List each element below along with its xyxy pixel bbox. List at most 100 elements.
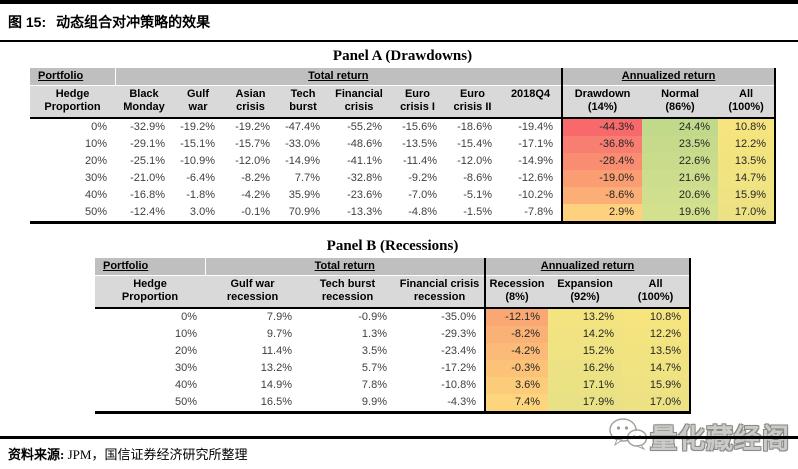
cell: -7.0% — [390, 187, 445, 204]
cell: -7.8% — [500, 204, 563, 224]
cell: 7.7% — [278, 170, 328, 187]
cell: -36.8% — [561, 136, 643, 153]
cell: -8.6% — [445, 170, 500, 187]
cell: -13.5% — [390, 136, 445, 153]
cell: 15.9% — [718, 187, 777, 204]
cell: -17.2% — [395, 360, 486, 377]
cell: -12.1% — [484, 308, 549, 326]
figure-label: 图 15: — [8, 14, 47, 30]
cell: 50% — [30, 204, 115, 224]
table-row: 20% 11.4% 3.5% -23.4% -4.2% 15.2% 13.5% — [95, 343, 692, 360]
cell: -21.0% — [115, 170, 173, 187]
cell: -15.1% — [173, 136, 223, 153]
cell: -8.2% — [484, 326, 549, 343]
cell: -47.4% — [278, 118, 328, 136]
group-header-total-return: Total return — [115, 68, 563, 86]
cell: -55.2% — [328, 118, 390, 136]
cell: 5.7% — [300, 360, 395, 377]
panel-b: Panel B (Recessions) Portfolio Total ret… — [95, 238, 692, 414]
panel-a-table: Portfolio Total return Annualized return… — [30, 68, 777, 224]
cell: -23.6% — [328, 187, 390, 204]
cell: -4.8% — [390, 204, 445, 224]
col-header: Hedge Proportion — [30, 85, 115, 119]
column-header-row: Hedge Proportion Black Monday Gulf war Asia… — [30, 85, 777, 119]
group-header-portfolio: Portfolio — [95, 258, 206, 276]
cell: 20.6% — [642, 187, 719, 204]
cell: -0.9% — [300, 308, 395, 326]
cell: -12.0% — [223, 153, 278, 170]
group-header-portfolio: Portfolio — [30, 68, 116, 86]
cell: 3.6% — [484, 377, 549, 394]
col-header: Financial crisis recession — [395, 275, 486, 309]
cell: 10.8% — [718, 118, 777, 136]
panel-b-table: Portfolio Total return Annualized return… — [95, 258, 692, 414]
cell: -8.6% — [561, 187, 643, 204]
cell: 7.9% — [205, 308, 300, 326]
cell: -19.0% — [561, 170, 643, 187]
cell: -23.4% — [395, 343, 486, 360]
cell: -5.1% — [445, 187, 500, 204]
cell: -48.6% — [328, 136, 390, 153]
table-row: 10% -29.1% -15.1% -15.7% -33.0% -48.6% -… — [30, 136, 777, 153]
cell: 15.9% — [622, 377, 692, 394]
figure-title: 动态组合对冲策略的效果 — [56, 14, 211, 30]
table-row: 50% -12.4% 3.0% -0.1% 70.9% -13.3% -4.8%… — [30, 204, 777, 224]
cell: -9.2% — [390, 170, 445, 187]
col-header: All (100%) — [622, 275, 692, 309]
cell: 16.5% — [205, 394, 300, 414]
cell: 1.3% — [300, 326, 395, 343]
group-header-annualized-return: Annualized return — [484, 258, 692, 276]
cell: -15.4% — [445, 136, 500, 153]
cell: -11.4% — [390, 153, 445, 170]
col-header: Expansion (92%) — [548, 275, 623, 309]
cell: -32.9% — [115, 118, 173, 136]
col-header: Recession (8%) — [484, 275, 549, 309]
cell: 70.9% — [278, 204, 328, 224]
col-header: 2018Q4 — [500, 85, 563, 119]
group-header-row: Portfolio Total return Annualized return — [95, 258, 692, 276]
cell: -10.2% — [500, 187, 563, 204]
table-row: 20% -25.1% -10.9% -12.0% -14.9% -41.1% -… — [30, 153, 777, 170]
cell: 22.6% — [642, 153, 719, 170]
cell: 14.2% — [548, 326, 623, 343]
cell: 40% — [95, 377, 205, 394]
col-header: Black Monday — [115, 85, 173, 119]
cell: -4.2% — [484, 343, 549, 360]
group-header-annualized-return: Annualized return — [561, 68, 777, 86]
col-header: Euro crisis II — [445, 85, 500, 119]
cell: -12.0% — [445, 153, 500, 170]
cell: 17.9% — [548, 394, 623, 414]
cell: 16.2% — [548, 360, 623, 377]
cell: 14.7% — [622, 360, 692, 377]
cell: -6.4% — [173, 170, 223, 187]
cell: 24.4% — [642, 118, 719, 136]
col-header: Normal (86%) — [642, 85, 719, 119]
cell: -8.2% — [223, 170, 278, 187]
cell: 13.5% — [718, 153, 777, 170]
col-header: Tech burst — [278, 85, 328, 119]
table-row: 40% -16.8% -1.8% -4.2% 35.9% -23.6% -7.0… — [30, 187, 777, 204]
table-row: 0% 7.9% -0.9% -35.0% -12.1% 13.2% 10.8% — [95, 308, 692, 326]
cell: -1.5% — [445, 204, 500, 224]
cell: 12.2% — [718, 136, 777, 153]
group-header-total-return: Total return — [205, 258, 486, 276]
cell: 2.9% — [561, 204, 643, 224]
cell: -10.8% — [395, 377, 486, 394]
table-row: 30% 13.2% 5.7% -17.2% -0.3% 16.2% 14.7% — [95, 360, 692, 377]
cell: 23.5% — [642, 136, 719, 153]
cell: 50% — [95, 394, 205, 414]
cell: 11.4% — [205, 343, 300, 360]
table-row: 30% -21.0% -6.4% -8.2% 7.7% -32.8% -9.2%… — [30, 170, 777, 187]
figure-footer: 资料来源: JPM，国信证券经济研究所整理 — [0, 436, 798, 469]
table-row: 10% 9.7% 1.3% -29.3% -8.2% 14.2% 12.2% — [95, 326, 692, 343]
cell: -29.1% — [115, 136, 173, 153]
col-header: Gulf war — [173, 85, 223, 119]
cell: -1.8% — [173, 187, 223, 204]
panel-a: Panel A (Drawdowns) Portfolio Total retu… — [30, 48, 777, 224]
cell: -44.3% — [561, 118, 643, 136]
col-header: Drawdown (14%) — [561, 85, 643, 119]
cell: 21.6% — [642, 170, 719, 187]
col-header: All (100%) — [718, 85, 777, 119]
cell: 30% — [95, 360, 205, 377]
col-header: Gulf war recession — [205, 275, 300, 309]
